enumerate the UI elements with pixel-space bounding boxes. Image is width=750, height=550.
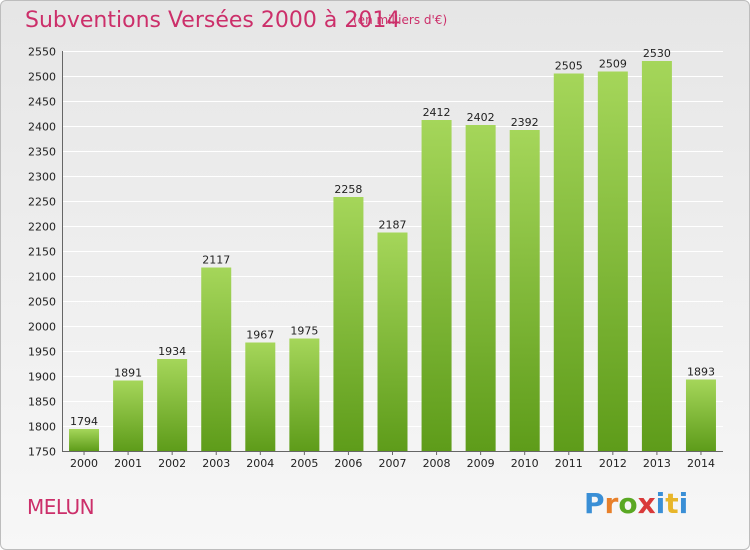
x-tick-label: 2013 [643,457,671,470]
x-tick-label: 2012 [599,457,627,470]
x-tick-label: 2007 [379,457,407,470]
bar [509,130,540,451]
bar-value-label: 2392 [511,116,539,129]
y-tick-label: 2350 [28,146,56,159]
bar [465,125,496,451]
bar [69,429,100,451]
y-tick-label: 2400 [28,121,56,134]
y-tick-label: 1800 [28,421,56,434]
x-tick-label: 2000 [70,457,98,470]
bar-value-label: 2258 [334,183,362,196]
bar-value-label: 2117 [202,254,230,267]
x-tick-label: 2004 [246,457,274,470]
bar [157,359,188,451]
logo-letter: r [604,487,619,520]
y-tick-label: 2100 [28,271,56,284]
bar-value-label: 2530 [643,47,671,60]
bar [113,380,144,451]
bar-value-label: 2412 [423,106,451,119]
bar-value-label: 1975 [290,325,318,338]
bar [377,232,408,451]
bar [245,342,276,451]
bar [641,61,672,451]
place-name: MELUN [27,495,95,519]
bars: 1794 1891 1934 2117 1967 1975 2258 2187 2412 2402… [69,47,716,451]
logo-letter: o [618,487,638,520]
x-tick-label: 2002 [158,457,186,470]
logo-letter: i [655,487,666,520]
x-tick-label: 2001 [114,457,142,470]
x-tick-label: 2006 [334,457,362,470]
logo-letter: t [665,487,679,520]
bar-value-label: 2509 [599,58,627,71]
x-tick-label: 2008 [423,457,451,470]
bar-value-label: 1893 [687,366,715,379]
proxiti-logo: Proxiti [584,487,688,520]
bar-value-label: 2402 [467,111,495,124]
y-tick-label: 2000 [28,321,56,334]
axes: 1750 1800 1850 1900 1950 2000 2050 2100 2150 2200… [28,46,723,470]
y-tick-label: 2450 [28,96,56,109]
x-tick-label: 2009 [467,457,495,470]
y-tick-label: 2050 [28,296,56,309]
y-tick-label: 2500 [28,71,56,84]
bar [553,73,584,451]
y-tick-label: 1750 [28,446,56,459]
bar-value-label: 1967 [246,329,274,342]
bar-value-label: 1794 [70,415,98,428]
bar [597,71,628,451]
y-tick-label: 2550 [28,46,56,59]
bar-value-label: 2187 [379,219,407,232]
x-tick-label: 2005 [290,457,318,470]
y-tick-label: 2200 [28,221,56,234]
bar [333,197,364,451]
y-tick-label: 1900 [28,371,56,384]
bar [421,120,452,451]
bar [289,338,320,451]
bar-value-label: 1891 [114,367,142,380]
y-tick-label: 1850 [28,396,56,409]
chart-title: Subventions Versées 2000 à 2014 [25,8,401,33]
y-tick-label: 2150 [28,246,56,259]
bar-value-label: 2505 [555,60,583,73]
x-tick-label: 2003 [202,457,230,470]
y-tick-label: 2300 [28,171,56,184]
x-tick-label: 2014 [687,457,715,470]
bar-value-label: 1934 [158,345,186,358]
x-tick-label: 2010 [511,457,539,470]
y-tick-label: 1950 [28,346,56,359]
logo-letter: P [584,487,605,520]
bar [201,267,232,451]
chart-subtitle: (en milliers d'€) [353,13,448,27]
y-tick-label: 2250 [28,196,56,209]
x-tick-label: 2011 [555,457,583,470]
bar [685,379,716,451]
logo-letter: i [678,487,689,520]
logo-letter: x [637,487,656,520]
